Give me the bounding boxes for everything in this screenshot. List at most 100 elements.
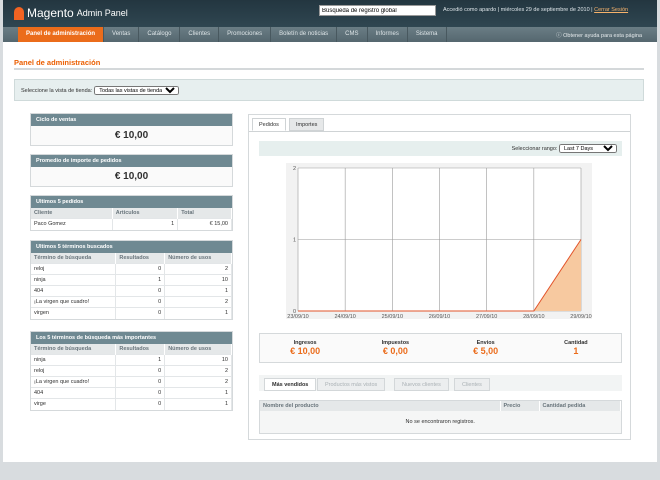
- tab-orders[interactable]: Pedidos: [252, 118, 286, 131]
- table-cell: virgen: [31, 307, 117, 319]
- last-terms-box: Ultimos 5 términos buscados Término de bú…: [30, 240, 233, 320]
- table-cell: 10: [164, 274, 232, 286]
- column-header[interactable]: Resultados: [115, 344, 166, 355]
- table-cell: 0: [115, 398, 166, 410]
- table-cell: 2: [164, 296, 232, 308]
- table-row[interactable]: ninja 1 10: [31, 274, 232, 286]
- table-row[interactable]: Paco Gomez 1 € 15,00: [31, 218, 232, 230]
- table-cell: 0: [115, 307, 166, 319]
- table-cell: 404: [31, 285, 117, 297]
- total-shipping: Envios € 5,00: [473, 340, 499, 356]
- table-cell: virge: [31, 398, 117, 410]
- column-header[interactable]: Resultados: [115, 253, 166, 264]
- table-cell: ¡La virgen que cuadro!: [31, 376, 117, 388]
- table-cell: 0: [115, 376, 166, 388]
- nav-customers[interactable]: Clientes: [180, 27, 220, 42]
- y-tick-label: 0: [293, 309, 296, 315]
- table-cell: € 15,00: [177, 218, 232, 230]
- table-row[interactable]: virge 0 1: [31, 398, 232, 410]
- divider: [14, 68, 644, 70]
- table-row[interactable]: ¡La virgen que cuadro! 0 2: [31, 376, 232, 388]
- table-cell: 1: [164, 398, 232, 410]
- last-orders-table: Cliente Articulos Total Paco Gomez 1 € 15,00: [31, 208, 232, 230]
- table-cell: 1: [115, 274, 166, 286]
- column-header[interactable]: Total: [177, 208, 232, 219]
- table-row[interactable]: 404 0 1: [31, 387, 232, 399]
- x-tick-label: 26/09/10: [429, 314, 450, 319]
- table-row[interactable]: ¡La virgen que cuadro! 0 2: [31, 296, 232, 308]
- series-area: [298, 239, 581, 311]
- total-revenue: Ingresos € 10,00: [290, 340, 321, 356]
- table-cell: 1: [164, 387, 232, 399]
- user-info: Accedió como apardo | miércoles 29 de se…: [443, 7, 629, 13]
- column-header[interactable]: Articulos: [112, 208, 179, 219]
- table-cell: 10: [164, 354, 232, 366]
- main-nav: Panel de administración Ventas Catálogo …: [3, 27, 657, 42]
- table-cell: 2: [164, 365, 232, 377]
- table-cell: Paco Gomez: [31, 218, 113, 230]
- dashboard-panel: Pedidos Importes Seleccionar rango: Last…: [248, 114, 631, 440]
- products-table: Nombre del producto Precio Cantidad pedida…: [259, 400, 622, 434]
- page-title: Panel de administración: [14, 58, 101, 67]
- column-header[interactable]: Término de búsqueda: [31, 253, 117, 264]
- tab-customers[interactable]: Clientes: [454, 378, 490, 391]
- x-tick-label: 23/09/10: [287, 314, 308, 319]
- help-link[interactable]: ⓘ Obtener ayuda para esta página: [556, 33, 642, 39]
- last-terms-table: Término de búsqueda Resultados Número de u…: [31, 253, 232, 319]
- avg-order-box: Promedio de importe de pedidos € 10,00: [30, 154, 233, 187]
- table-cell: 1: [164, 285, 232, 297]
- series-line: [298, 239, 582, 312]
- table-cell: 2: [164, 263, 232, 275]
- magento-logo[interactable]: Magento Admin Panel: [14, 6, 128, 20]
- table-cell: 1: [115, 354, 166, 366]
- table-cell: 2: [164, 376, 232, 388]
- table-row[interactable]: reloj 0 2: [31, 365, 232, 377]
- table-row[interactable]: ninja 1 10: [31, 354, 232, 366]
- table-cell: 0: [115, 387, 166, 399]
- table-cell: reloj: [31, 365, 117, 377]
- column-header[interactable]: Cliente: [31, 208, 113, 219]
- help-icon: ⓘ: [556, 33, 562, 39]
- nav-promotions[interactable]: Promociones: [219, 27, 272, 42]
- tab-most-viewed[interactable]: Productos más vistos: [317, 378, 386, 391]
- logout-link[interactable]: Cerrar Sesión: [594, 7, 629, 13]
- total-quantity: Cantidad 1: [564, 340, 588, 356]
- top-terms-box: Los 5 términos de búsqueda más important…: [30, 331, 233, 411]
- x-tick-label: 27/09/10: [476, 314, 497, 319]
- sales-box: Ciclo de ventas € 10,00: [30, 113, 233, 146]
- nav-dashboard[interactable]: Panel de administración: [18, 27, 105, 42]
- nav-newsletter[interactable]: Boletín de noticias: [271, 27, 338, 42]
- store-switcher: Seleccione la vista de tienda: Todas las …: [14, 79, 644, 101]
- table-row[interactable]: virgen 0 1: [31, 307, 232, 319]
- column-header[interactable]: Número de usos: [164, 253, 232, 264]
- table-cell: reloj: [31, 263, 117, 275]
- tab-new-customers[interactable]: Nuevos clientes: [394, 378, 449, 391]
- y-tick-label: 1: [293, 238, 296, 244]
- tab-amounts[interactable]: Importes: [289, 118, 325, 131]
- table-cell: ninja: [31, 354, 117, 366]
- nav-catalog[interactable]: Catálogo: [139, 27, 181, 42]
- table-cell: 404: [31, 387, 117, 399]
- nav-sales[interactable]: Ventas: [104, 27, 140, 42]
- tab-bestsellers[interactable]: Más vendidos: [264, 378, 317, 391]
- table-cell: 0: [115, 365, 166, 377]
- bottom-tabs: Más vendidos Productos más vistos Nuevos…: [259, 375, 622, 391]
- nav-reports[interactable]: Informes: [368, 27, 408, 42]
- table-cell: 0: [115, 263, 166, 275]
- y-tick-label: 2: [293, 166, 296, 172]
- table-row[interactable]: 404 0 1: [31, 285, 232, 297]
- range-bar: Seleccionar rango: Last 7 Days: [259, 141, 622, 156]
- nav-cms[interactable]: CMS: [337, 27, 368, 42]
- nav-system[interactable]: Sistema: [408, 27, 447, 42]
- top-terms-table: Término de búsqueda Resultados Número de u…: [31, 344, 232, 410]
- table-cell: ¡La virgen que cuadro!: [31, 296, 117, 308]
- column-header[interactable]: Número de usos: [164, 344, 232, 355]
- global-search-input[interactable]: [319, 5, 436, 16]
- range-select[interactable]: Last 7 Days: [559, 144, 617, 153]
- table-row[interactable]: reloj 0 2: [31, 263, 232, 275]
- store-select[interactable]: Todas las vistas de tienda: [94, 86, 180, 95]
- column-header[interactable]: Término de búsqueda: [31, 344, 117, 355]
- table-cell: ninja: [31, 274, 117, 286]
- table-cell: 1: [112, 218, 179, 230]
- magento-logo-icon: [14, 6, 24, 20]
